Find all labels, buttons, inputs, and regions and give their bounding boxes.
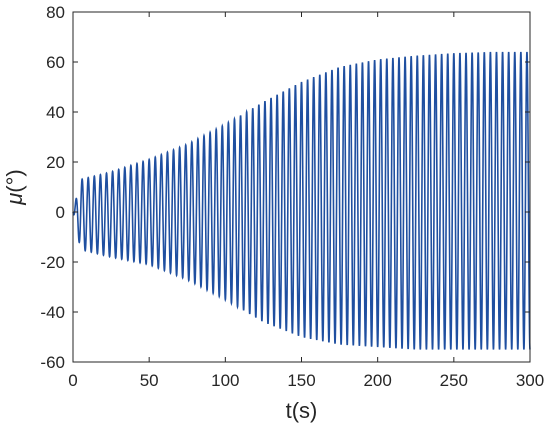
y-tick-label: -20 — [40, 253, 65, 272]
x-tick-label: 150 — [287, 371, 315, 390]
x-tick-label: 100 — [211, 371, 239, 390]
y-tick-label: 20 — [46, 153, 65, 172]
x-tick-label: 50 — [140, 371, 159, 390]
y-tick-label: 40 — [46, 103, 65, 122]
x-tick-label: 250 — [440, 371, 468, 390]
y-axis-label: μ(°) — [2, 169, 27, 206]
y-tick-label: -60 — [40, 353, 65, 372]
y-axis-label-unit: (°) — [2, 169, 27, 192]
y-tick-label: 60 — [46, 53, 65, 72]
y-tick-label: 80 — [46, 3, 65, 22]
series-line-0 — [72, 51, 531, 350]
x-tick-label: 200 — [363, 371, 391, 390]
x-axis-ticks: 0 50 100 150 200 250 300 — [68, 12, 544, 390]
y-axis-ticks: -60 -40 -20 0 20 40 60 80 — [40, 3, 530, 372]
y-axis-label-symbol: μ — [2, 193, 27, 206]
x-tick-label: 0 — [68, 371, 77, 390]
series-group — [72, 51, 531, 350]
y-tick-label: 0 — [56, 203, 65, 222]
x-axis-label: t(s) — [286, 398, 318, 423]
x-tick-label: 300 — [516, 371, 544, 390]
y-tick-label: -40 — [40, 303, 65, 322]
